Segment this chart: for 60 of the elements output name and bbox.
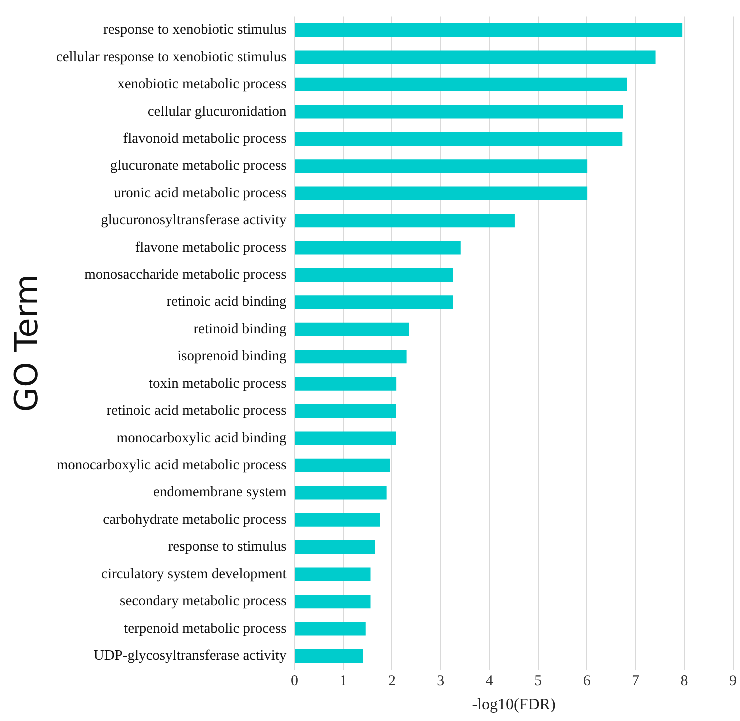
y-tick-label: monocarboxylic acid metabolic process bbox=[56, 458, 288, 474]
x-tick-label: 4 bbox=[486, 674, 494, 690]
x-tick-label: 6 bbox=[583, 674, 592, 690]
bar bbox=[295, 540, 376, 554]
y-tick-label: carbohydrate metabolic process bbox=[103, 512, 288, 528]
bar bbox=[295, 649, 364, 663]
y-tick-label: monocarboxylic acid binding bbox=[116, 430, 287, 446]
bar bbox=[295, 377, 397, 391]
y-tick-label: cellular response to xenobiotic stimulus bbox=[56, 49, 288, 66]
y-tick-label: glucuronosyltransferase activity bbox=[101, 212, 288, 229]
x-tick-label: 3 bbox=[437, 674, 445, 690]
y-tick-label: cellular glucuronidation bbox=[148, 104, 288, 120]
y-tick-label: uronic acid metabolic process bbox=[114, 185, 288, 202]
x-tick-label: 7 bbox=[632, 674, 640, 690]
bar bbox=[295, 78, 628, 92]
bar bbox=[295, 486, 387, 500]
bar bbox=[295, 568, 371, 582]
y-tick-label: circulatory system development bbox=[102, 566, 287, 582]
bar bbox=[295, 404, 396, 418]
bar bbox=[295, 24, 683, 38]
bar bbox=[295, 241, 461, 255]
bar bbox=[295, 132, 623, 146]
bar bbox=[295, 160, 588, 174]
y-tick-label: isoprenoid binding bbox=[178, 348, 287, 365]
x-tick-label: 9 bbox=[730, 674, 737, 690]
bar bbox=[295, 186, 588, 200]
y-tick-label: flavone metabolic process bbox=[135, 240, 288, 256]
y-tick-label: retinoid binding bbox=[194, 321, 287, 338]
x-tick-label: 1 bbox=[340, 674, 348, 690]
y-tick-label: terpenoid metabolic process bbox=[124, 620, 288, 637]
bar bbox=[295, 50, 656, 64]
bar bbox=[295, 322, 410, 336]
bar bbox=[295, 513, 380, 527]
x-axis-title: -log10(FDR) bbox=[472, 696, 556, 714]
bar bbox=[295, 622, 366, 636]
y-tick-label: UDP-glycosyltransferase activity bbox=[94, 648, 288, 664]
y-tick-label: flavonoid metabolic process bbox=[123, 130, 288, 147]
y-tick-label: xenobiotic metabolic process bbox=[118, 76, 288, 93]
y-tick-label: endomembrane system bbox=[153, 484, 288, 501]
bar bbox=[295, 350, 407, 364]
y-axis-title: GO Term bbox=[8, 274, 46, 412]
y-tick-label: retinoic acid metabolic process bbox=[106, 403, 288, 420]
y-tick-label: monosaccharide metabolic process bbox=[84, 267, 288, 284]
bar bbox=[295, 105, 624, 119]
x-tick-label: 2 bbox=[388, 674, 396, 690]
bar bbox=[295, 432, 396, 446]
x-tick-label: 0 bbox=[290, 674, 298, 690]
bar bbox=[295, 594, 371, 609]
bar bbox=[295, 296, 454, 310]
y-tick-label: toxin metabolic process bbox=[149, 376, 288, 392]
y-tick-label: response to stimulus bbox=[168, 539, 288, 556]
y-tick-label: response to xenobiotic stimulus bbox=[103, 22, 288, 38]
bar bbox=[295, 214, 515, 228]
x-tick-label: 5 bbox=[534, 674, 542, 690]
bar bbox=[295, 268, 454, 282]
y-tick-label: retinoic acid binding bbox=[166, 294, 287, 310]
x-tick-label: 8 bbox=[680, 674, 688, 690]
y-tick-label: glucuronate metabolic process bbox=[110, 158, 288, 174]
y-tick-label: secondary metabolic process bbox=[120, 594, 288, 610]
bar bbox=[295, 458, 390, 473]
